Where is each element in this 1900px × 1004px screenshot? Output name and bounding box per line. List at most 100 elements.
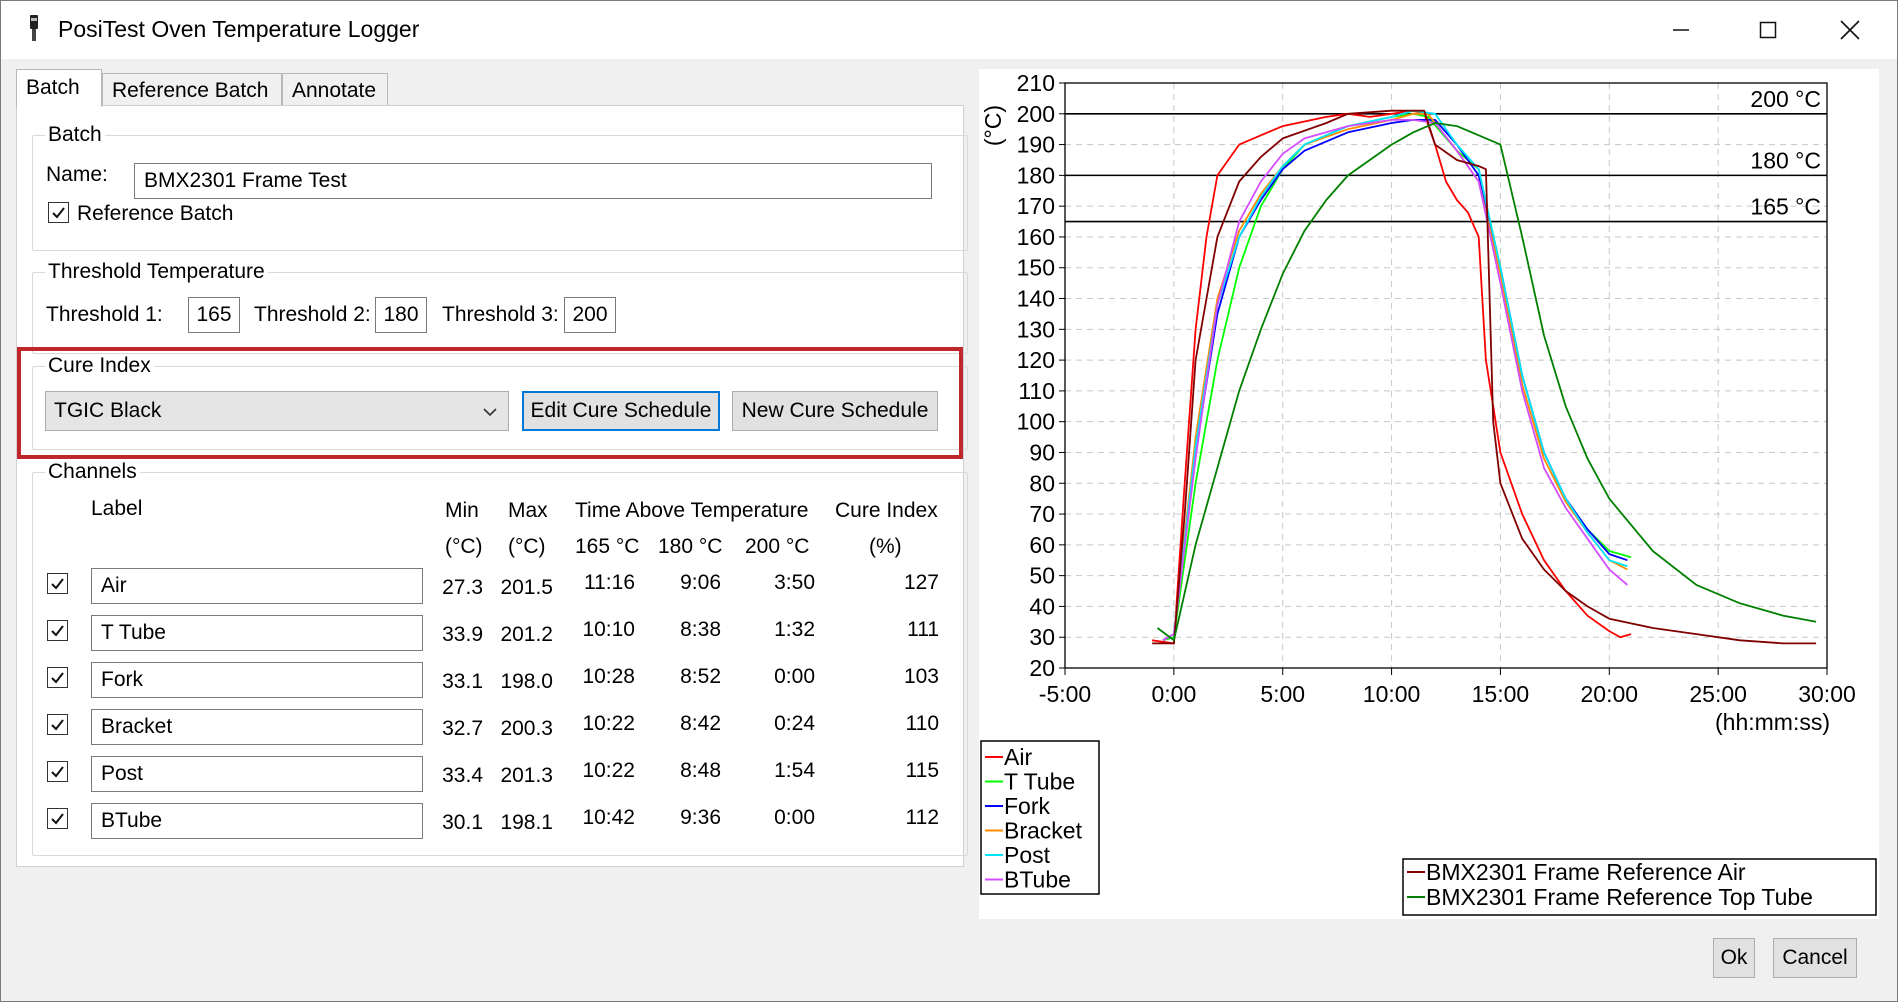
channel-min: 33.1: [442, 670, 483, 693]
cure-schedule-dropdown[interactable]: TGIC Black: [45, 391, 509, 431]
channel-checkbox[interactable]: [47, 808, 68, 829]
channel-label-input[interactable]: [91, 568, 423, 604]
threshold-group: Threshold Temperature Threshold 1: 165 T…: [32, 260, 968, 354]
col-header-time-above: Time Above Temperature: [575, 499, 809, 522]
channel-time-200: 1:32: [774, 618, 815, 641]
checkmark-icon: [52, 207, 65, 219]
y-axis-label: (°C): [980, 105, 1006, 146]
checkmark-icon: [51, 813, 64, 825]
legend-label: BMX2301 Frame Reference Air: [1426, 859, 1746, 885]
maximize-button[interactable]: [1732, 7, 1804, 53]
channel-max: 198.1: [500, 811, 553, 834]
temperature-chart: 20 30 40 50 60 70 80 90 100 110 120 130 140 150 160 170…: [979, 69, 1879, 919]
channel-cure-index: 110: [905, 712, 939, 735]
channel-cure-index: 115: [905, 759, 939, 782]
x-tick-label: 25:00: [1689, 681, 1747, 707]
batch-name-input[interactable]: [134, 163, 932, 199]
close-button[interactable]: [1814, 7, 1886, 53]
x-tick-label: 5:00: [1260, 681, 1305, 707]
channel-label-input[interactable]: [91, 709, 423, 745]
threshold-1-input[interactable]: 165: [188, 297, 240, 333]
legend-label: Fork: [1004, 793, 1051, 819]
tab-reference-batch[interactable]: Reference Batch: [102, 73, 282, 107]
threshold-1-label: Threshold 1:: [46, 303, 163, 326]
series-line: [1151, 109, 1632, 645]
threshold-2-label: Threshold 2:: [254, 303, 371, 326]
series-line: [1152, 109, 1817, 645]
channel-checkbox[interactable]: [47, 573, 68, 594]
threshold-2-input[interactable]: 180: [375, 297, 427, 333]
channel-label-input[interactable]: [91, 662, 423, 698]
legend-label: T Tube: [1004, 769, 1075, 795]
col-header-min: Min: [445, 499, 479, 522]
y-tick-label: 70: [1029, 501, 1055, 527]
channel-time-165: 10:22: [582, 712, 635, 735]
channels-group: Channels: [32, 460, 968, 856]
threshold-group-label: Threshold Temperature: [45, 260, 268, 284]
channel-time-180: 9:06: [680, 571, 721, 594]
channel-max: 201.5: [500, 576, 553, 599]
edit-cure-schedule-button[interactable]: Edit Cure Schedule: [522, 391, 720, 431]
tab-batch[interactable]: Batch: [16, 69, 102, 107]
channel-max: 200.3: [500, 717, 553, 740]
ok-button[interactable]: Ok: [1713, 938, 1755, 978]
x-tick-label: 20:00: [1581, 681, 1639, 707]
y-tick-label: 60: [1029, 532, 1055, 558]
legend-box-channels: [980, 740, 1100, 895]
threshold-3-input[interactable]: 200: [564, 297, 616, 333]
tab-annotate[interactable]: Annotate: [282, 73, 388, 107]
cancel-button[interactable]: Cancel: [1773, 938, 1857, 978]
y-tick-label: 140: [1017, 286, 1055, 312]
channel-time-165: 10:28: [582, 665, 635, 688]
cure-schedule-value: TGIC Black: [54, 399, 162, 422]
channel-max: 198.0: [500, 670, 553, 693]
y-tick-label: 100: [1017, 409, 1055, 435]
y-tick-label: 20: [1029, 655, 1055, 681]
y-tick-label: 130: [1017, 316, 1055, 342]
channel-min: 32.7: [442, 717, 483, 740]
channel-checkbox[interactable]: [47, 714, 68, 735]
channel-label-input[interactable]: [91, 803, 423, 839]
channel-time-165: 10:22: [582, 759, 635, 782]
channel-checkbox[interactable]: [47, 667, 68, 688]
checkmark-icon: [51, 625, 64, 637]
batch-panel: Batch Name: Reference Batch Threshold Te…: [16, 105, 968, 867]
col-unit-min: (°C): [445, 535, 483, 558]
channel-label-input[interactable]: [91, 756, 423, 792]
channel-cure-index: 111: [907, 618, 939, 641]
batch-group: Batch Name: Reference Batch: [32, 123, 968, 251]
legend-label: Bracket: [1004, 818, 1083, 844]
batch-group-label: Batch: [45, 123, 105, 147]
channel-checkbox[interactable]: [47, 620, 68, 641]
channel-min: 33.4: [442, 764, 483, 787]
minimize-button[interactable]: [1645, 7, 1717, 53]
channel-cure-index: 103: [903, 665, 939, 688]
y-tick-label: 170: [1017, 193, 1055, 219]
channel-time-200: 3:50: [774, 571, 815, 594]
channel-cure-index: 127: [903, 571, 939, 594]
y-tick-label: 210: [1017, 70, 1055, 96]
series-line: [1162, 112, 1632, 642]
reference-batch-checkbox[interactable]: [48, 202, 69, 223]
x-tick-label: 30:00: [1798, 681, 1856, 707]
channels-group-label: Channels: [45, 460, 140, 484]
channel-time-200: 0:00: [774, 665, 815, 688]
cure-index-group-label: Cure Index: [45, 354, 154, 378]
new-cure-schedule-button[interactable]: New Cure Schedule: [732, 391, 938, 431]
y-tick-label: 50: [1029, 563, 1055, 589]
col-header-max: Max: [508, 499, 548, 522]
channel-time-200: 0:00: [774, 806, 815, 829]
plot-frame: [1064, 82, 1828, 669]
window-title: PosiTest Oven Temperature Logger: [58, 16, 420, 42]
legend-label: BTube: [1004, 867, 1071, 893]
channel-time-180: 8:38: [680, 618, 721, 641]
y-tick-label: 160: [1017, 224, 1055, 250]
channel-time-180: 8:48: [680, 759, 721, 782]
col-header-180: 180 °C: [658, 535, 723, 558]
channel-label-input[interactable]: [91, 615, 423, 651]
y-tick-label: 180: [1017, 162, 1055, 188]
chevron-down-icon: [483, 408, 497, 417]
channel-checkbox[interactable]: [47, 761, 68, 782]
x-axis-label: (hh:mm:ss): [1715, 709, 1830, 735]
